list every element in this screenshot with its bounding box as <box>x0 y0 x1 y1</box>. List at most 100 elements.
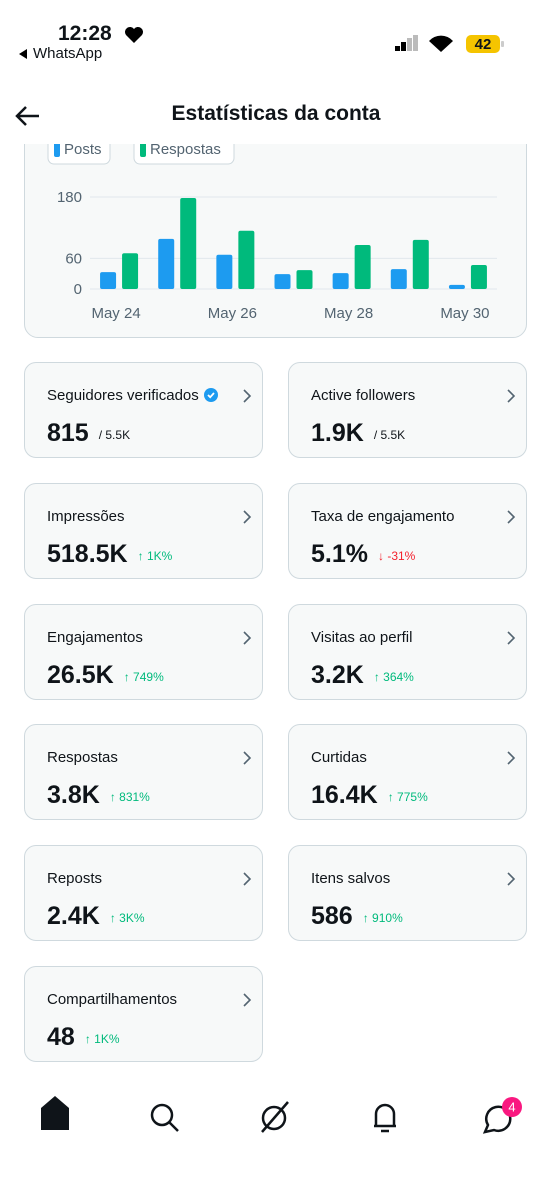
stat-value: 815 <box>47 419 89 447</box>
stat-label: Visitas ao perfil <box>311 629 412 646</box>
stat-value: 3.8K <box>47 781 100 810</box>
bar <box>390 269 407 289</box>
y-tick-label: 0 <box>74 281 82 298</box>
back-arrow-icon <box>19 49 27 59</box>
stat-value-row: 48 ↑ 1K% <box>47 1023 120 1052</box>
stat-value-row: 3.2K ↑ 364% <box>311 661 414 690</box>
chevron <box>243 389 252 403</box>
legend-swatch <box>140 140 146 157</box>
stat-detail: ↑ 3K% <box>109 911 145 926</box>
stat-label-text: Visitas ao perfil <box>311 628 413 646</box>
stat-label: Reposts <box>47 870 102 887</box>
stat-value-row: 518.5K ↑ 1K% <box>47 540 172 569</box>
stat-card[interactable]: Visitas ao perfil 3.2K ↑ 364% <box>288 603 527 700</box>
bar <box>216 254 233 289</box>
stat-value: 586 <box>311 902 353 931</box>
stat-card[interactable]: Seguidores verificados 815 / 5.5K <box>24 362 263 458</box>
stat-label-text: Taxa de engajamento <box>311 507 455 525</box>
stat-label-text: Engajamentos <box>47 628 143 646</box>
stat-detail: / 5.5K <box>98 428 131 442</box>
stat-card[interactable]: Compartilhamentos 48 ↑ 1K% <box>24 966 263 1062</box>
stat-card[interactable]: Taxa de engajamento 5.1% ↓ -31% <box>288 482 527 579</box>
bar <box>296 270 313 289</box>
x-tick-label: May 26 <box>208 305 257 322</box>
stat-value-row: 16.4K ↑ 775% <box>311 781 428 810</box>
chevron <box>243 993 252 1007</box>
stat-detail: ↓ -31% <box>377 548 416 563</box>
x-tick-label: May 30 <box>440 305 489 322</box>
stat-value-row: 3.8K ↑ 831% <box>47 781 150 810</box>
bar <box>122 253 139 289</box>
stat-detail: ↑ 831% <box>109 790 150 805</box>
stat-value-row: 5.1% ↓ -31% <box>311 540 415 569</box>
search-tab[interactable] <box>150 1103 179 1132</box>
chevron <box>507 872 516 886</box>
stat-value: 3.2K <box>311 660 364 689</box>
stat-label: Engajamentos <box>47 629 143 646</box>
stat-card[interactable]: Itens salvos 586 ↑ 910% <box>288 845 527 942</box>
chevron <box>243 510 252 524</box>
grok-tab[interactable] <box>261 1101 289 1133</box>
verified-badge <box>203 388 218 402</box>
stat-label-text: Itens salvos <box>311 870 391 888</box>
stat-card[interactable]: Curtidas 16.4K ↑ 775% <box>288 724 527 821</box>
y-tick-label: 60 <box>65 250 82 267</box>
stat-label: Impressões <box>47 508 125 525</box>
home-tab[interactable] <box>41 1096 69 1130</box>
chevron <box>243 631 252 645</box>
bar <box>354 245 371 289</box>
stat-value: 5.1% <box>311 539 368 568</box>
stat-label-text: Compartilhamentos <box>47 991 178 1008</box>
stat-label: Seguidores verificados <box>47 387 218 404</box>
stat-value: 2.4K <box>47 902 100 931</box>
bar <box>274 274 291 289</box>
chevron <box>507 510 516 524</box>
bar <box>158 238 175 289</box>
stat-value-row: 815 / 5.5K <box>47 419 130 448</box>
back-button[interactable] <box>14 104 42 128</box>
back-app[interactable]: WhatsApp <box>33 45 103 62</box>
stat-detail: ↑ 775% <box>387 790 428 805</box>
bar <box>332 273 349 289</box>
chevron <box>507 751 516 765</box>
stat-card[interactable]: Engajamentos 26.5K ↑ 749% <box>24 603 263 700</box>
time: 12:28 <box>58 22 112 45</box>
stat-label: Compartilhamentos <box>47 991 177 1008</box>
stat-card[interactable]: Impressões 518.5K ↑ 1K% <box>24 482 263 579</box>
stat-card[interactable]: Reposts 2.4K ↑ 3K% <box>24 845 263 942</box>
legend-swatch <box>54 140 60 157</box>
stat-label-text: Seguidores verificados <box>47 387 199 404</box>
bar <box>412 239 429 289</box>
bar <box>448 284 465 289</box>
stat-detail: ↑ 364% <box>373 669 414 684</box>
stat-label-text: Respostas <box>47 749 118 767</box>
bar <box>470 264 487 289</box>
stat-label: Taxa de engajamento <box>311 508 454 525</box>
stat-value-row: 2.4K ↑ 3K% <box>47 902 145 931</box>
bar <box>180 198 197 289</box>
stat-card[interactable]: Active followers 1.9K / 5.5K <box>288 362 527 458</box>
stat-value-row: 586 ↑ 910% <box>311 902 403 931</box>
notifications-tab[interactable] <box>374 1103 396 1133</box>
stat-detail: ↑ 1K% <box>137 548 173 563</box>
x-tick-label: May 28 <box>324 305 373 322</box>
y-tick-label: 180 <box>57 189 82 206</box>
badge-count: 4 <box>508 1100 515 1115</box>
stat-detail: ↑ 910% <box>362 911 403 926</box>
stat-value: 48 <box>47 1023 75 1051</box>
heart-icon <box>125 27 143 43</box>
chevron <box>243 751 252 765</box>
stat-label-text: Reposts <box>47 870 103 888</box>
stat-detail: ↑ 1K% <box>84 1032 120 1046</box>
stat-label: Curtidas <box>311 749 367 766</box>
stat-value: 26.5K <box>47 660 114 689</box>
top-bar: 12:28 WhatsApp 42 Estatísticas da conta <box>0 0 552 144</box>
stat-label: Itens salvos <box>311 870 390 887</box>
bar <box>100 272 117 289</box>
stat-card[interactable]: Respostas 3.8K ↑ 831% <box>24 724 263 821</box>
battery-level: 42 <box>474 36 492 53</box>
stat-value-row: 1.9K / 5.5K <box>311 419 405 448</box>
legend-label: Posts <box>64 141 102 158</box>
stat-value: 1.9K <box>311 419 364 447</box>
stat-label-text: Curtidas <box>311 749 367 767</box>
